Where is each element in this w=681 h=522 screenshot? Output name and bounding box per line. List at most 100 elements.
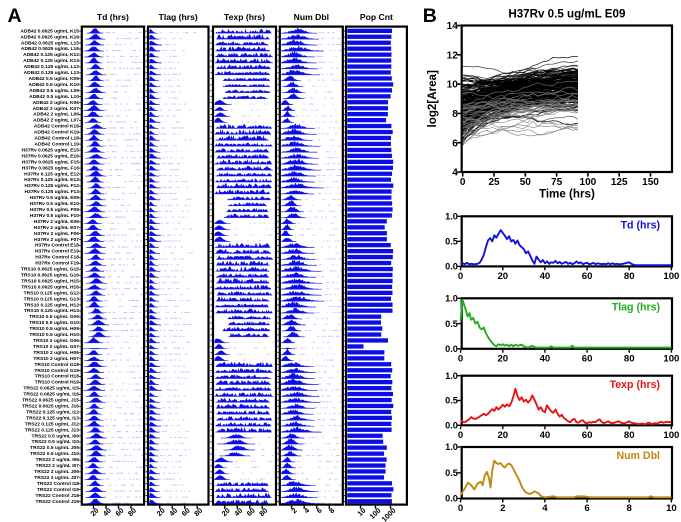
svg-text:0.5: 0.5 [445,237,458,247]
svg-text:TRS10 Control H19: TRS10 Control H19 [35,380,80,386]
svg-text:TRS22 2 ug/mL J06: TRS22 2 ug/mL J06 [34,469,79,475]
svg-text:H37Rv 0.0625 ug/mL F16: H37Rv 0.0625 ug/mL F16 [22,165,80,171]
svg-text:2: 2 [500,503,505,514]
svg-text:H37Rv 2 ug/mL E06: H37Rv 2 ug/mL E06 [34,219,80,225]
svg-text:H37Rv 0.0625 ug/mL E15: H37Rv 0.0625 ug/mL E15 [21,148,79,154]
svg-text:H37Rv 0.125 ug/mL F12: H37Rv 0.125 ug/mL F12 [24,183,79,189]
svg-text:TRS10 0.5 ug/mL G10: TRS10 0.5 ug/mL G10 [29,320,79,326]
svg-text:TRS22 0.0625 ug/mL I15: TRS22 0.0625 ug/mL I15 [23,386,79,392]
svg-text:TRS10 0.0625 ug/mL G15: TRS10 0.0625 ug/mL G15 [21,267,79,273]
svg-text:H37Rv 0.5 ug/mL E09: H37Rv 0.5 ug/mL E09 [30,195,80,201]
svg-text:ADB42 0.125 ug/mL K12: ADB42 0.125 ug/mL K12 [23,52,79,58]
svg-text:log2[Area]: log2[Area] [426,70,439,127]
svg-text:0.5: 0.5 [445,319,458,329]
svg-text:0.0: 0.0 [445,344,458,354]
svg-text:TRS22 0.125 ug/mL I13: TRS22 0.125 ug/mL I13 [26,415,79,421]
svg-text:80: 80 [624,430,635,441]
svg-text:Num Dbl: Num Dbl [616,450,660,462]
svg-text:H37Rv Control F18: H37Rv Control F18 [35,255,79,261]
svg-text:ADB42 0.5 ug/mL K10: ADB42 0.5 ug/mL K10 [29,82,80,88]
svg-text:60: 60 [582,271,593,282]
svg-text:12: 12 [447,50,459,61]
svg-text:Texp (hrs): Texp (hrs) [610,379,660,391]
svg-text:8: 8 [627,503,633,514]
svg-text:TRS22 0.5 ug/mL I10: TRS22 0.5 ug/mL I10 [32,439,80,445]
svg-text:ADB42 0.0625 ug/mL L15: ADB42 0.0625 ug/mL L15 [21,40,79,46]
svg-text:TRS22 Control J18: TRS22 Control J18 [36,493,80,499]
svg-text:8: 8 [452,109,458,120]
svg-text:TRS22 0.0625 ug/mL J15: TRS22 0.0625 ug/mL J15 [22,398,79,404]
svg-text:H37Rv 0.125 ug/mL E13: H37Rv 0.125 ug/mL E13 [24,177,79,183]
svg-text:100: 100 [663,353,679,364]
svg-text:0.0: 0.0 [445,421,458,431]
svg-text:H37Rv 2 ug/mL F07: H37Rv 2 ug/mL F07 [34,237,79,243]
svg-text:0.5: 0.5 [445,396,458,406]
svg-text:14: 14 [447,21,459,32]
svg-text:Td (hrs): Td (hrs) [97,12,129,22]
svg-text:TRS10 2 ug/mL H07: TRS10 2 ug/mL H07 [33,356,79,362]
svg-text:TRS22 2 ug/mL I07: TRS22 2 ug/mL I07 [36,463,80,469]
svg-text:4: 4 [542,503,548,514]
svg-text:H37Rv Control E19: H37Rv Control E19 [35,249,79,255]
svg-text:125: 125 [611,177,628,188]
svg-text:B: B [423,5,437,27]
svg-text:6: 6 [315,506,324,515]
svg-text:20: 20 [497,271,508,282]
svg-text:TRS22 Control I19: TRS22 Control I19 [37,487,79,493]
svg-text:TRS10 0.5 ug/mL H10: TRS10 0.5 ug/mL H10 [29,332,79,338]
svg-text:ADB42 Control K18: ADB42 Control K18 [34,124,79,130]
svg-text:1.0: 1.0 [445,442,458,452]
svg-text:TRS22 0.0625 ug/mL I16: TRS22 0.0625 ug/mL I16 [23,392,79,398]
svg-text:ADB42 0.125 ug/mL L13: ADB42 0.125 ug/mL L13 [24,70,80,76]
svg-text:TRS22 0.125 ug/mL J12: TRS22 0.125 ug/mL J12 [25,421,80,427]
svg-text:0: 0 [458,503,463,514]
svg-text:TRS22 0.5 ug/mL J09: TRS22 0.5 ug/mL J09 [30,445,79,451]
svg-text:ADB42 2 ug/mL L06: ADB42 2 ug/mL L06 [33,112,79,118]
svg-text:6: 6 [584,503,589,514]
svg-text:ADB42 0.5 ug/mL L09: ADB42 0.5 ug/mL L09 [29,88,79,94]
svg-text:0: 0 [458,271,463,282]
svg-text:H37Rv 0.125 ug/mL F13: H37Rv 0.125 ug/mL F13 [24,189,79,195]
svg-text:4: 4 [302,505,312,515]
svg-text:TRS22 2 ug/mL J07: TRS22 2 ug/mL J07 [34,475,79,481]
svg-text:Texp (hrs): Texp (hrs) [224,12,265,22]
svg-text:TRS10 0.0625 ug/mL H16: TRS10 0.0625 ug/mL H16 [21,284,79,290]
svg-text:0.0: 0.0 [445,494,458,504]
svg-text:ADB42 2 ug/mL K06: ADB42 2 ug/mL K06 [33,100,80,106]
svg-text:H37Rv 2 ug/mL E07: H37Rv 2 ug/mL E07 [34,225,80,231]
svg-text:TRS22 Control I18: TRS22 Control I18 [37,481,79,487]
svg-text:TRS10 0.125 ug/mL G12: TRS10 0.125 ug/mL G12 [24,290,80,296]
svg-text:ADB42 Control L19: ADB42 Control L19 [34,142,79,148]
svg-text:ADB42 0.0625 ug/mL L16: ADB42 0.0625 ug/mL L16 [21,46,79,52]
svg-text:0.5: 0.5 [445,468,458,478]
svg-text:80: 80 [624,271,635,282]
svg-text:1.0: 1.0 [445,371,458,381]
svg-text:TRS22 0.125 ug/mL J13: TRS22 0.125 ug/mL J13 [25,427,80,433]
svg-text:Time (hrs): Time (hrs) [539,187,595,200]
svg-text:TRS10 0.0625 ug/mL G16: TRS10 0.0625 ug/mL G16 [21,273,79,279]
svg-text:TRS10 0.5 ug/mL G09: TRS10 0.5 ug/mL G09 [29,314,79,320]
svg-text:A: A [8,5,22,27]
svg-text:40: 40 [540,353,551,364]
svg-text:H37Rv 0.0625 ug/mL E16: H37Rv 0.0625 ug/mL E16 [21,153,79,159]
svg-text:TRS10 0.125 ug/mL H13: TRS10 0.125 ug/mL H13 [24,308,79,314]
svg-text:H37Rv Control F19: H37Rv Control F19 [35,261,79,267]
svg-text:TRS10 Control G19: TRS10 Control G19 [34,368,79,374]
svg-text:TRS22 2 ug/mL I06: TRS22 2 ug/mL I06 [36,457,80,463]
svg-text:TRS22 0.5 ug/mL J10: TRS22 0.5 ug/mL J10 [30,451,79,457]
svg-text:Tlag (hrs): Tlag (hrs) [159,12,198,22]
svg-text:Pop Cnt: Pop Cnt [360,12,393,22]
svg-text:ADB42 0.0625 ug/mL K16: ADB42 0.0625 ug/mL K16 [20,34,79,40]
svg-text:80: 80 [624,353,635,364]
svg-text:TRS10 0.5 ug/mL H09: TRS10 0.5 ug/mL H09 [29,326,79,332]
svg-text:40: 40 [540,271,551,282]
svg-text:25: 25 [488,177,500,188]
svg-text:Num Dbl: Num Dbl [294,12,329,22]
svg-text:H37Rv 0.5 ug/mL E09: H37Rv 0.5 ug/mL E09 [508,8,626,21]
svg-text:TRS22 0.125 ug/mL I12: TRS22 0.125 ug/mL I12 [26,410,79,416]
svg-text:TRS22 0.5 ug/mL I09: TRS22 0.5 ug/mL I09 [32,433,80,439]
svg-text:60: 60 [582,353,593,364]
svg-text:1.0: 1.0 [445,212,458,222]
svg-text:TRS10 2 ug/mL G07: TRS10 2 ug/mL G07 [33,344,79,350]
svg-text:ADB42 Control L18: ADB42 Control L18 [34,136,79,142]
